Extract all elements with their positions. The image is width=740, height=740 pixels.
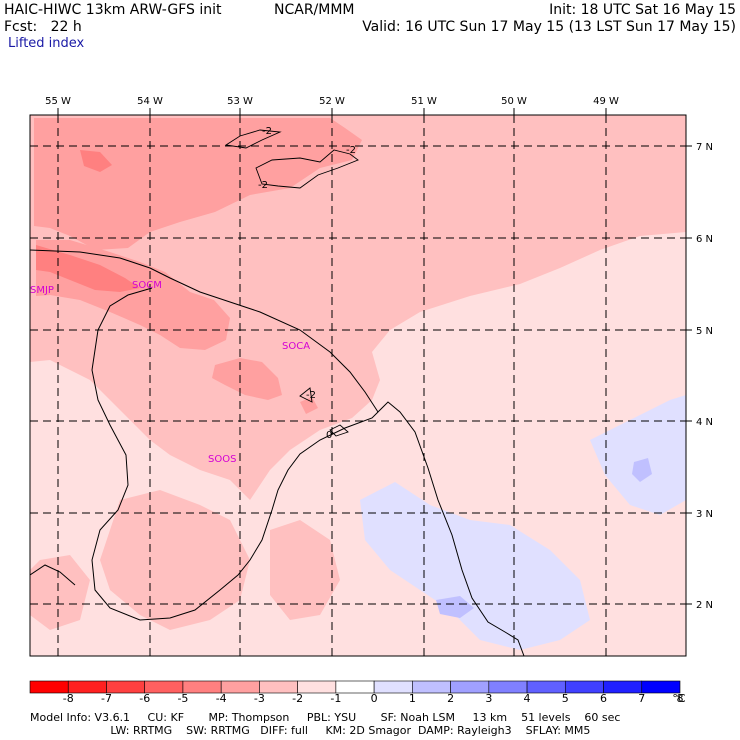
model-info-line2: LW: RRTMG SW: RRTMG DIFF: full KM: 2D Sm… [30, 724, 591, 737]
colorbar-tick-label: -1 [330, 692, 342, 705]
contour-label: -2 [346, 145, 356, 156]
lon-label: 54 W [137, 96, 163, 107]
lon-label: 50 W [501, 96, 527, 107]
station-label: SMJP [30, 285, 54, 296]
colorbar-tick-label: 5 [561, 692, 569, 705]
colorbar-tick-label: 2 [447, 692, 455, 705]
lat-label: 5 N [696, 326, 713, 337]
colorbar-tick-label: 6 [600, 692, 608, 705]
color-bar [29, 680, 681, 694]
colorbar-tick-label: -8 [62, 692, 74, 705]
lon-label: 51 W [411, 96, 437, 107]
lat-label: 6 N [696, 234, 713, 245]
latitude-labels: 7 N 6 N 5 N 4 N 3 N 2 N [696, 142, 713, 611]
lat-lon-grid [30, 115, 686, 656]
lifted-index-field [30, 115, 686, 656]
lat-label: 3 N [696, 509, 713, 520]
init-time: Init: 18 UTC Sat 16 May 15 [549, 2, 736, 18]
coastline [30, 249, 525, 656]
colorbar-tick-label: 0 [370, 692, 378, 705]
longitude-labels: 55 W 54 W 53 W 52 W 51 W 50 W 49 W [45, 96, 619, 107]
colorbar-tick-label: -5 [177, 692, 189, 705]
colorbar-tick-label: 1 [408, 692, 416, 705]
model-info-line1: Model Info: V3.6.1 CU: KF MP: Thompson P… [30, 711, 621, 724]
station-label: SOCM [132, 280, 162, 291]
colorbar-tick-label: -7 [100, 692, 112, 705]
contour-label: -2 [306, 390, 316, 401]
colorbar-tick-label: -6 [139, 692, 151, 705]
colorbar-tick-label: 8 [676, 692, 684, 705]
colorbar-unit: °C [672, 692, 686, 705]
map-frame [29, 114, 687, 657]
valid-time: Valid: 16 UTC Sun 17 May 15 (13 LST Sun … [362, 19, 736, 35]
contour-label: -2 [258, 180, 268, 191]
colorbar-tick-label: 7 [638, 692, 646, 705]
station-label: SOOS [208, 454, 236, 465]
contour-label: -2 [262, 126, 272, 137]
lat-label: 7 N [696, 142, 713, 153]
field-name: Lifted index [8, 36, 85, 51]
station-labels: SMJP SOCM SOCA SOOS [30, 280, 310, 465]
lat-label: 4 N [696, 417, 713, 428]
colorbar-swatch [641, 680, 681, 694]
colorbar-tick-label: 4 [523, 692, 531, 705]
axis-ticks [57, 108, 692, 605]
contour-label: 0 [326, 430, 332, 441]
lon-label: 55 W [45, 96, 71, 107]
colorbar-tick-label: 3 [485, 692, 493, 705]
lat-label: 2 N [696, 600, 713, 611]
colorbar-tick-label: -3 [253, 692, 265, 705]
lon-label: 52 W [319, 96, 345, 107]
lon-label: 53 W [227, 96, 253, 107]
model-title: HAIC-HIWC 13km ARW-GFS init [4, 2, 222, 18]
colorbar-tick-label: -2 [292, 692, 304, 705]
contour-labels: -2 -2 -2 -2 0 [258, 126, 356, 441]
station-label: SOCA [282, 341, 310, 352]
lon-label: 49 W [593, 96, 619, 107]
forecast-hour: Fcst: 22 h [4, 19, 82, 35]
colorbar-tick-label: -4 [215, 692, 227, 705]
org-label: NCAR/MMM [274, 2, 355, 18]
